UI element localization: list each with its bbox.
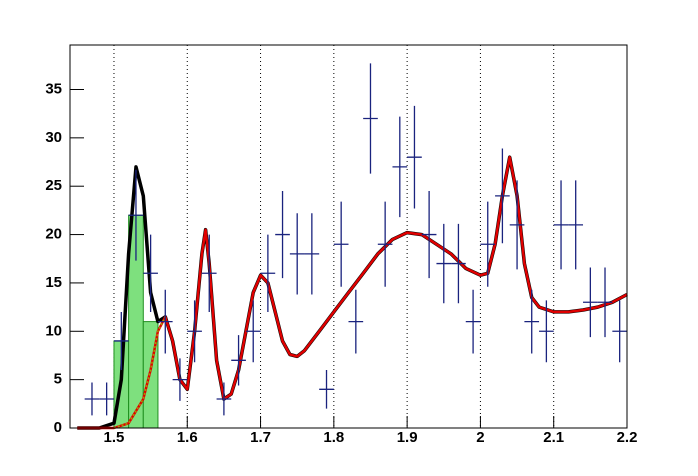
error-bar	[421, 191, 437, 279]
error-bar	[539, 300, 554, 363]
error-bar	[465, 289, 481, 354]
x-tick-label: 1.9	[397, 429, 418, 446]
frame	[69, 44, 628, 429]
y-tick-label: 0	[54, 419, 62, 436]
error-bar	[157, 289, 173, 354]
fit-curve	[113, 316, 166, 429]
error-bar	[172, 358, 188, 401]
error-bar	[524, 289, 540, 354]
error-bar	[568, 180, 584, 270]
x-tick-label: 1.5	[104, 429, 125, 446]
error-bar	[245, 300, 261, 363]
error-bar	[99, 382, 114, 416]
error-bar	[143, 234, 158, 312]
error-bar	[509, 180, 525, 270]
plot-area	[70, 45, 628, 430]
error-bar	[113, 311, 129, 370]
error-bar	[480, 201, 496, 287]
error-bar	[289, 213, 305, 295]
error-bar	[583, 267, 598, 338]
error-bar	[260, 234, 276, 312]
error-bar	[612, 300, 627, 363]
error-bar	[377, 201, 393, 287]
error-bar	[436, 223, 452, 304]
error-bar	[304, 213, 320, 295]
error-bar	[333, 201, 349, 287]
error-bar	[216, 382, 232, 416]
error-bar	[451, 223, 466, 304]
error-bar	[597, 267, 613, 338]
error-bar	[392, 116, 408, 218]
error-bar	[275, 191, 290, 279]
error-bar	[201, 234, 217, 312]
y-tick-label: 30	[45, 129, 62, 146]
y-tick-label: 25	[45, 177, 62, 194]
y-tick-label: 10	[45, 322, 62, 339]
error-bar	[128, 169, 144, 261]
y-tick-label: 35	[45, 80, 62, 97]
error-bar	[407, 105, 422, 209]
y-tick-label: 20	[45, 226, 62, 243]
error-bar	[553, 180, 569, 270]
x-tick-label: 2.1	[543, 429, 564, 446]
x-tick-label: 2.2	[617, 429, 638, 446]
y-tick-label: 5	[54, 371, 62, 388]
x-tick-label: 2	[476, 429, 484, 446]
x-tick-label: 1.8	[323, 429, 344, 446]
error-bar	[495, 148, 510, 244]
error-bar	[363, 63, 378, 174]
y-tick-label: 15	[45, 274, 62, 291]
error-bar	[348, 289, 364, 354]
error-bar	[187, 300, 202, 363]
error-bar	[231, 335, 246, 386]
fit-curve	[77, 155, 628, 430]
error-bar	[319, 369, 334, 409]
x-tick-label: 1.6	[177, 429, 198, 446]
x-tick-label: 1.7	[250, 429, 271, 446]
error-bar	[84, 382, 100, 416]
